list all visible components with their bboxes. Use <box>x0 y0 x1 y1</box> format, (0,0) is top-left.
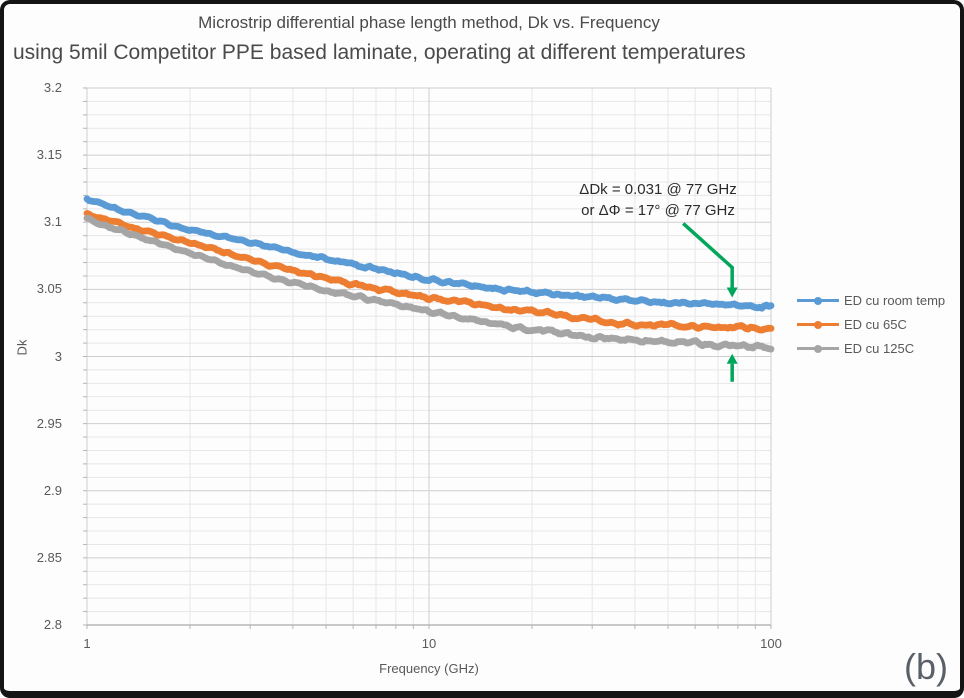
legend-label: ED cu room temp <box>844 293 946 308</box>
chart-legend: ED cu room temp ED cu 65C ED cu 125C <box>797 292 945 364</box>
annotation-arrow-down-head <box>726 287 738 298</box>
y-tick-label: 3.2 <box>43 80 62 95</box>
legend-item: ED cu 65C <box>797 316 945 333</box>
legend-marker-icon <box>797 344 839 353</box>
y-tick-label: 2.9 <box>43 482 62 498</box>
legend-item: ED cu room temp <box>797 292 945 309</box>
figure-sublabel-b: (b) <box>904 646 948 687</box>
chart-subtitle: using 5mil Competitor PPE based laminate… <box>13 41 746 64</box>
y-tick-label: 3.1 <box>43 214 62 230</box>
chart-title: Microstrip differential phase length met… <box>198 13 660 32</box>
delta-dk-annotation: ΔDk = 0.031 @ 77 GHz or ΔΦ = 17° @ 77 GH… <box>538 179 778 221</box>
y-tick-label: 2.95 <box>36 415 62 431</box>
legend-item: ED cu 125C <box>797 340 945 357</box>
annotation-line-1: ΔDk = 0.031 @ 77 GHz <box>579 181 737 198</box>
series-curve-ed-cu-125c <box>83 214 775 353</box>
series-curve-ed-cu-room-temp <box>83 195 775 312</box>
legend-dot <box>814 344 822 353</box>
legend-label: ED cu 125C <box>844 341 915 356</box>
x-axis-title: Frequency (GHz) <box>379 661 479 676</box>
legend-dot <box>814 296 822 305</box>
annotation-line-2: or ΔΦ = 17° @ 77 GHz <box>581 202 735 219</box>
y-axis-title: Dk <box>14 339 30 356</box>
y-tick-label: 3 <box>54 348 62 364</box>
y-tick-label: 3.15 <box>36 147 62 163</box>
plot-area <box>83 87 775 629</box>
y-tick-label: 3.05 <box>36 281 62 297</box>
series-curve-ed-cu-65c <box>83 210 775 334</box>
legend-dot <box>814 320 822 329</box>
y-tick-label: 2.85 <box>36 549 62 565</box>
x-tick-label: 1 <box>83 636 91 651</box>
x-tick-label: 100 <box>760 636 782 651</box>
legend-label: ED cu 65C <box>844 317 907 332</box>
annotation-arrow-down-shaft <box>682 222 734 288</box>
x-tick-label: 10 <box>421 636 437 651</box>
y-tick-label: 2.8 <box>43 617 62 632</box>
legend-marker-icon <box>797 296 839 305</box>
legend-marker-icon <box>797 320 839 329</box>
annotation-arrow-up-head <box>726 353 738 364</box>
